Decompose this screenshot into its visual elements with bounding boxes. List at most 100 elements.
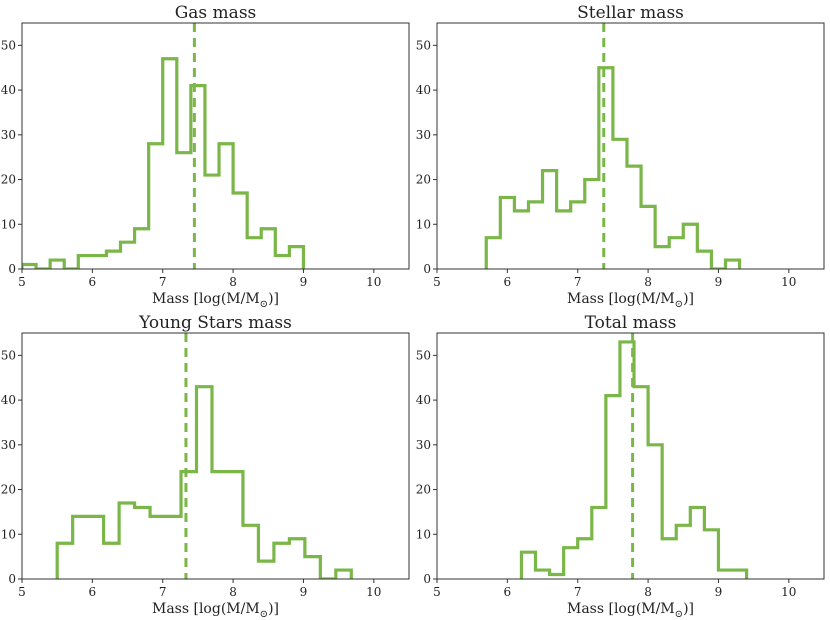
y-tick-label: 20	[1, 483, 16, 497]
histogram-bin	[564, 548, 578, 579]
y-tick-label: 50	[1, 38, 16, 52]
x-tick-label: 6	[89, 585, 97, 599]
y-tick-label: 40	[1, 393, 16, 407]
y-tick-label: 0	[423, 262, 431, 276]
histogram-bin	[275, 256, 289, 269]
histogram-bin	[704, 530, 718, 579]
x-axis-label: Mass [log(M/M⊙)]	[567, 291, 694, 310]
histogram-bin	[104, 543, 119, 579]
histogram-bin	[78, 256, 92, 269]
y-tick-label: 20	[416, 483, 431, 497]
subplot-title: Stellar mass	[577, 3, 684, 23]
histogram-bin	[227, 472, 242, 579]
x-tick-label: 7	[159, 585, 167, 599]
histogram-bin	[258, 561, 273, 579]
subplot-title: Total mass	[585, 313, 677, 333]
x-axis-label: Mass [log(M/M⊙)]	[152, 291, 279, 310]
histogram-bin	[247, 238, 261, 269]
subplot-title: Gas mass	[175, 3, 257, 23]
histogram-bin	[119, 503, 134, 579]
histogram-bin	[486, 238, 500, 269]
histogram-bin	[261, 229, 275, 269]
y-tick-label: 40	[416, 393, 431, 407]
histogram-bin	[92, 256, 106, 269]
histogram-step-line	[55, 385, 353, 579]
y-tick-label: 30	[1, 128, 16, 142]
histogram-bin	[212, 472, 227, 579]
x-tick-label: 7	[574, 585, 582, 599]
y-tick-label: 10	[1, 217, 16, 231]
histogram-bars	[519, 333, 749, 579]
y-tick-label: 30	[416, 128, 431, 142]
histogram-bin	[571, 202, 585, 269]
histogram-bin	[150, 516, 165, 579]
histogram-bin	[514, 211, 528, 269]
histogram-bin	[585, 180, 599, 269]
y-tick-label: 40	[416, 83, 431, 97]
histogram-bin	[197, 387, 212, 579]
histogram-bin	[57, 543, 72, 579]
histogram-bin	[163, 59, 177, 269]
y-tick-label: 0	[8, 262, 16, 276]
x-tick-label: 8	[644, 585, 652, 599]
histogram-bin	[613, 139, 627, 269]
y-tick-label: 40	[1, 83, 16, 97]
histogram-bin	[88, 516, 103, 579]
x-tick-label: 5	[18, 585, 26, 599]
histogram-bin	[655, 247, 669, 269]
histogram-bin	[648, 445, 662, 579]
histogram-bin	[149, 144, 163, 269]
histogram-bin	[177, 153, 191, 269]
histogram-bin	[135, 507, 150, 579]
histogram-bin	[528, 202, 542, 269]
histogram-bin	[121, 242, 135, 269]
histogram-bin	[289, 247, 303, 269]
y-tick-label: 50	[416, 348, 431, 362]
y-tick-label: 0	[423, 572, 431, 586]
histogram-step-line	[22, 57, 306, 269]
x-tick-label: 9	[300, 585, 308, 599]
y-tick-label: 30	[416, 438, 431, 452]
x-tick-label: 6	[504, 275, 512, 289]
histogram-bin	[305, 557, 320, 579]
histogram-bin	[219, 144, 233, 269]
histogram-bin	[73, 516, 88, 579]
histogram-bin	[233, 193, 247, 269]
histogram-bin	[289, 539, 304, 579]
x-axis-label: Mass [log(M/M⊙)]	[567, 601, 694, 620]
y-tick-label: 20	[1, 173, 16, 187]
histogram-step-line	[484, 66, 742, 269]
histogram-bin	[641, 206, 655, 269]
histogram-bin	[662, 539, 676, 579]
histogram-bin	[669, 238, 683, 269]
y-tick-label: 10	[416, 527, 431, 541]
x-tick-label: 8	[229, 585, 237, 599]
histogram-bin	[205, 175, 219, 269]
histogram-bin	[592, 507, 606, 579]
x-tick-label: 9	[715, 275, 723, 289]
histogram-bin	[166, 516, 181, 579]
y-tick-label: 50	[416, 38, 431, 52]
x-tick-label: 7	[574, 275, 582, 289]
x-tick-label: 5	[18, 275, 26, 289]
x-tick-label: 7	[159, 275, 167, 289]
subplot-title: Young Stars mass	[138, 313, 292, 333]
y-tick-label: 20	[416, 173, 431, 187]
histogram-bin	[690, 507, 704, 579]
histogram-bars	[55, 333, 353, 579]
axes-frame	[21, 22, 410, 270]
subplot-3: Young Stars mass 5 6 7 8 9 10 0 10 20 30 40 50 Mass […	[1, 313, 410, 620]
histogram-bin	[606, 396, 620, 579]
histogram-bin	[676, 525, 690, 579]
histogram-bin	[543, 171, 557, 269]
histogram-bars	[22, 23, 306, 269]
x-tick-label: 6	[504, 585, 512, 599]
y-tick-label: 0	[8, 572, 16, 586]
x-tick-label: 6	[89, 275, 97, 289]
x-tick-label: 10	[366, 585, 381, 599]
x-axis-label: Mass [log(M/M⊙)]	[152, 601, 279, 620]
y-tick-label: 50	[1, 348, 16, 362]
y-tick-label: 10	[416, 217, 431, 231]
histogram-bin	[599, 68, 613, 269]
